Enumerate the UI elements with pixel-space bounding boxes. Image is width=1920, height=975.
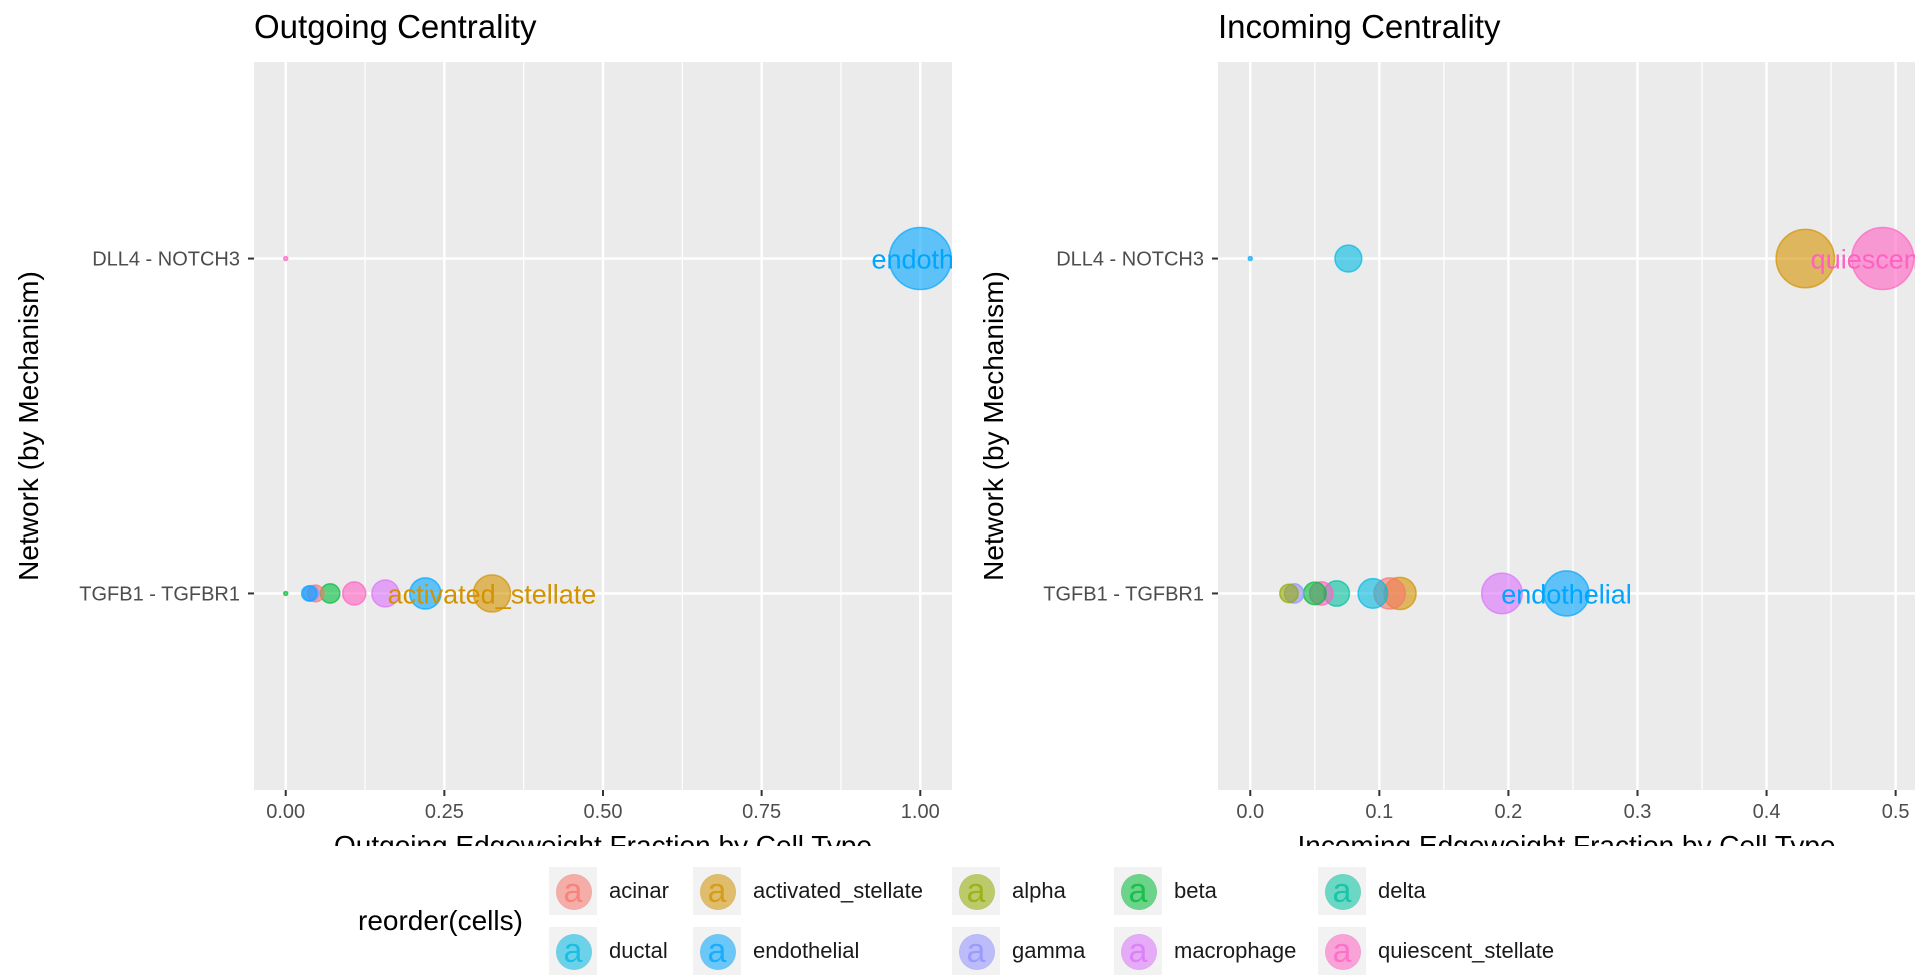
- y-axis-label: Network (by Mechanism): [978, 271, 1009, 581]
- plot-background: [1218, 62, 1915, 790]
- data-point-quiescent-stellate: [1850, 226, 1915, 291]
- x-tick-label: 0.75: [742, 801, 781, 823]
- data-label-endothelial: endothe: [871, 245, 969, 275]
- chart-panel-incoming: 0.0 0.1 0.2 0.3 0.4 0.5 DLL4 - NOTCH3 TGFB1 - T…: [978, 8, 1920, 861]
- y-tick-label: DLL4 - NOTCH3: [92, 249, 240, 271]
- x-tick-label: 0.4: [1753, 801, 1781, 823]
- x-tick-label: 0.5: [1882, 801, 1910, 823]
- x-tick-label: 0.00: [266, 801, 305, 823]
- data-point-ductal: [1334, 244, 1363, 273]
- data-point-quiescent-stellate: [282, 255, 289, 262]
- data-label-activated-stellate: activated_stellate: [388, 579, 597, 609]
- y-axis-label: Network (by Mechanism): [13, 271, 44, 581]
- y-tick-label: DLL4 - NOTCH3: [1056, 249, 1204, 271]
- data-point-endothelial: [300, 585, 318, 602]
- data-point-ductal: [1357, 577, 1389, 609]
- chart-title: Incoming Centrality: [1218, 8, 1501, 45]
- data-point-endothelial: [888, 226, 952, 291]
- data-label-quiescent-stellate: quiescent_s: [1811, 245, 1920, 275]
- data-label-endothelial: endothelial: [1501, 579, 1632, 609]
- x-tick-label: 0.3: [1624, 801, 1652, 823]
- legend-band: [0, 846, 1920, 960]
- data-point-activated-stellate: [1775, 228, 1836, 289]
- x-tick-label: 0.0: [1236, 801, 1264, 823]
- chart-title: Outgoing Centrality: [254, 8, 537, 45]
- data-point-beta: [1302, 581, 1327, 606]
- y-tick-label: TGFB1 - TGFBR1: [79, 583, 240, 605]
- data-point-quiescent-stellate: [341, 581, 367, 606]
- x-tick-label: 1.00: [901, 801, 940, 823]
- y-tick-label: TGFB1 - TGFBR1: [1043, 583, 1204, 605]
- chart-panel-outgoing: 0.00 0.25 0.50 0.75 1.00 DLL4 - NOTCH3 TGFB1 -…: [13, 8, 969, 861]
- data-point-endothelial: [408, 577, 442, 610]
- x-tick-label: 0.1: [1365, 801, 1393, 823]
- x-tick-label: 0.25: [425, 801, 464, 823]
- data-point-endothelial: [1247, 255, 1254, 262]
- data-point-macrophage: [1480, 572, 1524, 615]
- data-point-alpha: [1279, 583, 1299, 604]
- data-point-endothelial: [1543, 570, 1590, 617]
- data-marks: quiescent_s endothelial: [1247, 226, 1920, 617]
- x-tick-label: 0.50: [584, 801, 623, 823]
- data-point-macrophage: [371, 579, 400, 608]
- x-tick-label: 0.2: [1495, 801, 1523, 823]
- data-point-beta: [282, 590, 289, 597]
- data-marks: endothe activated_stellate: [282, 226, 969, 613]
- data-point-activated-stellate: [472, 574, 512, 613]
